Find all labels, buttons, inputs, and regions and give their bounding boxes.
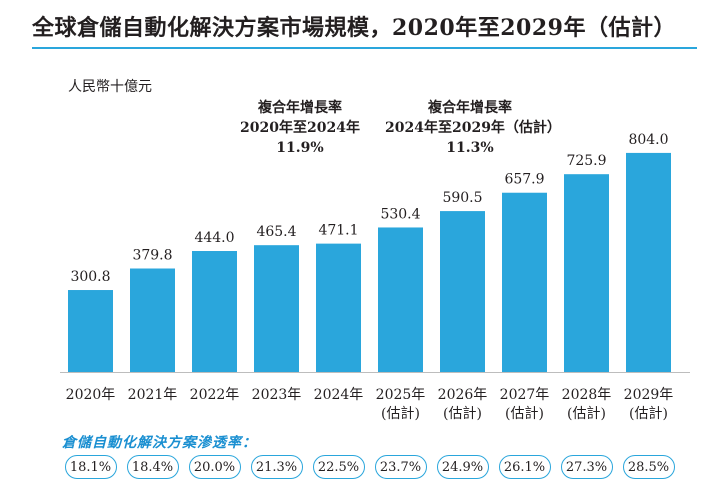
cagr-right-line2: 2024年至2029年（估計） — [385, 120, 561, 136]
penetration-value-1: 18.4% — [126, 455, 179, 479]
x-tick-label-8-sub: (估計) — [567, 406, 606, 422]
value-label-3: 465.4 — [256, 224, 296, 240]
cagr-right-line3: 11.3% — [446, 140, 494, 156]
chart-title: 全球倉儲自動化解決方案市場規模，2020年至2029年（估計） — [32, 15, 676, 41]
cagr-right-line1: 複合年增長率 — [428, 100, 512, 116]
x-tick-label-9: 2029年 — [624, 387, 674, 403]
bar-6 — [440, 211, 485, 372]
penetration-value-5: 23.7% — [374, 455, 427, 479]
penetration-value-6: 24.9% — [436, 455, 489, 479]
x-tick-label-6: 2026年 — [438, 387, 488, 403]
value-label-2: 444.0 — [194, 230, 234, 246]
penetration-value-3: 21.3% — [250, 455, 303, 479]
penetration-value-8: 27.3% — [560, 455, 613, 479]
x-tick-label-2: 2022年 — [190, 387, 240, 403]
value-label-5: 530.4 — [380, 206, 420, 222]
x-tick-label-0: 2020年 — [66, 387, 116, 403]
bar-9 — [626, 152, 671, 372]
bar-7 — [502, 192, 547, 372]
x-tick-label-5: 2025年 — [376, 387, 426, 403]
x-tick-label-8: 2028年 — [562, 387, 612, 403]
cagr-left-line1: 複合年增長率 — [258, 100, 342, 116]
title-underline — [32, 47, 697, 49]
value-label-6: 590.5 — [442, 190, 482, 206]
cagr-left-line3: 11.9% — [276, 140, 324, 156]
bar-8 — [564, 174, 609, 372]
x-tick-label-7-sub: (估計) — [505, 406, 544, 422]
value-label-8: 725.9 — [566, 153, 606, 169]
x-tick-label-7: 2027年 — [500, 387, 550, 403]
value-label-7: 657.9 — [504, 172, 544, 188]
x-tick-label-1: 2021年 — [128, 387, 178, 403]
value-label-0: 300.8 — [70, 269, 110, 285]
value-label-1: 379.8 — [132, 248, 172, 264]
unit-label: 人民幣十億元 — [68, 79, 152, 95]
x-tick-label-9-sub: (估計) — [629, 406, 668, 422]
cagr-annotation-2024-2029: 複合年增長率 2024年至2029年（估計） 11.3% — [385, 98, 561, 158]
bar-3 — [254, 245, 299, 372]
value-label-4: 471.1 — [318, 223, 358, 239]
bar-0 — [68, 290, 113, 372]
x-tick-label-3: 2023年 — [252, 387, 302, 403]
x-tick-label-5-sub: (估計) — [381, 406, 420, 422]
penetration-value-2: 20.0% — [188, 455, 241, 479]
penetration-label: 倉儲自動化解決方案滲透率： — [62, 435, 257, 451]
bar-2 — [192, 251, 237, 372]
value-label-9: 804.0 — [628, 132, 668, 148]
x-tick-label-4: 2024年 — [314, 387, 364, 403]
penetration-value-9: 28.5% — [622, 455, 675, 479]
penetration-value-0: 18.1% — [64, 455, 117, 479]
bar-4 — [316, 243, 361, 372]
penetration-row: 18.1% 18.4% 20.0% 21.3% 22.5% 23.7% 24.9% 26.1%… — [0, 455, 726, 483]
x-tick-label-6-sub: (估計) — [443, 406, 482, 422]
cagr-left-line2: 2020年至2024年 — [240, 120, 360, 136]
bar-5 — [378, 227, 423, 372]
penetration-value-4: 22.5% — [312, 455, 365, 479]
bar-1 — [130, 268, 175, 372]
cagr-annotation-2020-2024: 複合年增長率 2020年至2024年 11.9% — [240, 98, 360, 158]
penetration-value-7: 26.1% — [498, 455, 551, 479]
